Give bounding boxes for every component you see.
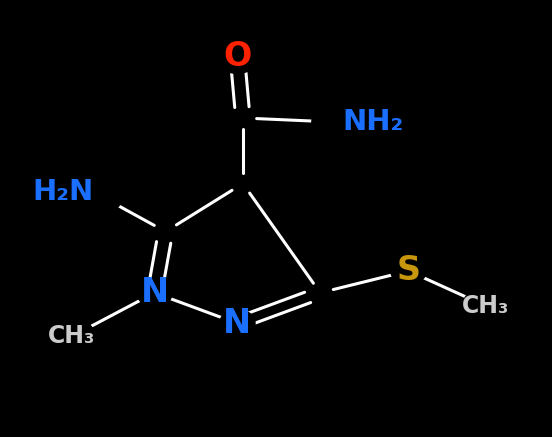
Text: N: N: [224, 307, 251, 340]
Circle shape: [463, 288, 509, 324]
Circle shape: [63, 168, 124, 216]
Text: O: O: [223, 40, 252, 73]
Circle shape: [49, 318, 95, 355]
Circle shape: [216, 40, 258, 73]
Circle shape: [137, 279, 172, 307]
Circle shape: [391, 257, 426, 285]
Text: CH₃: CH₃: [462, 294, 509, 318]
Text: NH₂: NH₂: [342, 108, 404, 136]
Text: N: N: [141, 276, 168, 309]
Circle shape: [220, 309, 255, 337]
Text: H₂N: H₂N: [33, 178, 94, 206]
Text: S: S: [396, 254, 421, 288]
Circle shape: [312, 98, 373, 146]
Text: CH₃: CH₃: [48, 325, 95, 348]
